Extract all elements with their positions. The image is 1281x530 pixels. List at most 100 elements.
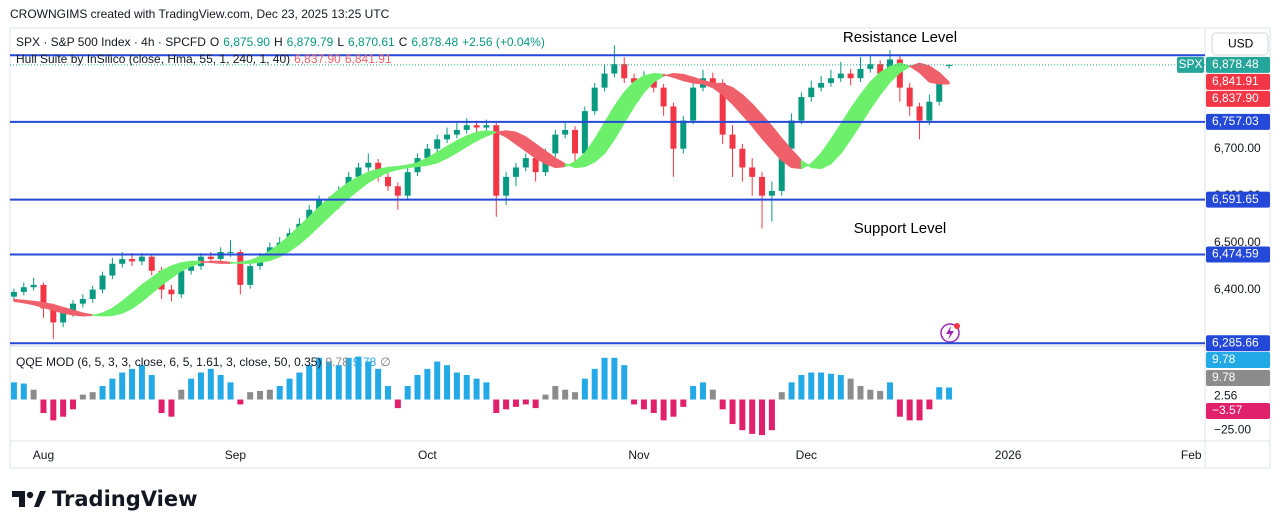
qqe-bar (837, 374, 844, 400)
y-tick-label: 2.56 (1214, 389, 1238, 403)
qqe-bar (631, 399, 638, 405)
symbol: SPX · S&P 500 Index · 4h · SPCFD (16, 35, 206, 49)
candle-body (30, 284, 37, 288)
qqe-bar (247, 392, 254, 400)
candle-body (591, 87, 598, 112)
hull-badge-label: 6,837.90 (1212, 91, 1259, 105)
y-tick-label: −25.00 (1214, 422, 1251, 436)
qqe-bar (827, 373, 834, 400)
candle-body (719, 82, 726, 135)
hull-badge-label: 6,841.91 (1212, 74, 1259, 88)
qqe-bar (207, 368, 214, 400)
qqe-value: 9.78 (352, 355, 377, 369)
candle-body (168, 289, 175, 295)
candle-body (690, 87, 697, 121)
qqe-bar (621, 365, 628, 400)
qqe-bar (670, 399, 677, 417)
candle-body (384, 176, 391, 187)
header: CROWNGIMS created with TradingView.com, … (10, 7, 390, 21)
y-tick-label: 6,700.00 (1214, 141, 1261, 155)
price-badge-label: 6,878.48 (1212, 57, 1259, 71)
candle-body (10, 291, 17, 297)
x-tick-label: Dec (796, 448, 817, 462)
qqe-bar (936, 387, 943, 400)
qqe-bar (887, 382, 894, 400)
candle-body (99, 275, 106, 290)
currency: USD (1228, 37, 1254, 51)
annotation: Support Level (854, 220, 947, 237)
candle-body (138, 256, 145, 262)
qqe-bar (483, 382, 490, 400)
qqe-bar (552, 386, 559, 400)
qqe-bar (867, 389, 874, 400)
annotation: Resistance Level (843, 29, 957, 46)
candle-body (768, 190, 775, 196)
candle-body (562, 129, 569, 135)
qqe-bar (197, 372, 204, 400)
candle-body (365, 162, 372, 168)
qqe-bar (168, 399, 175, 417)
qqe-bar (296, 372, 303, 400)
qqe-bar (522, 399, 529, 405)
candle-body (936, 78, 943, 102)
candle-body (827, 78, 834, 83)
logo[interactable]: TradingView (12, 487, 197, 511)
qqe-bar (709, 389, 716, 400)
qqe-bar (158, 399, 165, 414)
qqe-bar (227, 382, 234, 400)
qqe-bar (20, 383, 27, 400)
candle-body (247, 266, 254, 285)
hull-band (938, 72, 950, 85)
candle-body (463, 125, 470, 130)
qqe-bar (119, 372, 126, 400)
qqe-bar (99, 386, 106, 400)
candle-body (532, 158, 539, 173)
qqe-bar (818, 372, 825, 400)
qqe-bar (257, 390, 264, 400)
candle-body (778, 148, 785, 191)
legend-main: SPX · S&P 500 Index · 4h · SPCFD O 6,875.9… (16, 35, 549, 49)
candle-body (316, 200, 323, 210)
hull-value: 6,841.91 (344, 52, 392, 66)
qqe-bar (453, 372, 460, 400)
qqe-bar (798, 374, 805, 400)
candle-body (906, 87, 913, 107)
legend-qqe: QQE MOD (6, 5, 3, 3, close, 6, 5, 1.61, … (16, 355, 395, 369)
candle-body (129, 259, 136, 262)
qqe-bar (306, 365, 313, 400)
ohlc-item: C 6,878.48 (399, 35, 462, 49)
qqe-bar (680, 399, 687, 407)
qqe-bar (660, 399, 667, 421)
qqe-bar (946, 387, 953, 400)
level-badge (1206, 113, 1270, 130)
alert-icon[interactable] (940, 323, 960, 343)
candle-body (394, 186, 401, 196)
qqe-bar (503, 399, 510, 410)
qqe-bar (916, 399, 923, 421)
legend-hull: Hull Suite by InSilico (close, Hma, 55, … (16, 52, 396, 66)
qqe-bar (10, 382, 17, 400)
qqe-value: ∅ (380, 355, 391, 369)
qqe-bar (473, 378, 480, 400)
qqe-bar (896, 399, 903, 417)
qqe-bar (493, 399, 500, 414)
qqe-bar (759, 399, 766, 436)
qqe-bar (345, 357, 352, 400)
candle-body (453, 129, 460, 135)
qqe-bar (237, 399, 244, 405)
candle-body (50, 308, 57, 323)
qqe-bar (906, 399, 913, 421)
candle-body (611, 64, 618, 74)
hull-band (485, 130, 497, 137)
qqe-bar (877, 390, 884, 400)
ohlc-item: L 6,870.61 (337, 35, 398, 49)
level-label: 6,474.59 (1212, 247, 1259, 261)
qqe-bar (40, 399, 47, 414)
currency-box[interactable] (1211, 32, 1269, 56)
candle-body (207, 256, 214, 260)
candle-body (89, 289, 96, 299)
qqe-bar (591, 368, 598, 400)
qqe-bar (572, 392, 579, 400)
level-badge (1206, 335, 1270, 352)
qqe-bar (926, 399, 933, 410)
